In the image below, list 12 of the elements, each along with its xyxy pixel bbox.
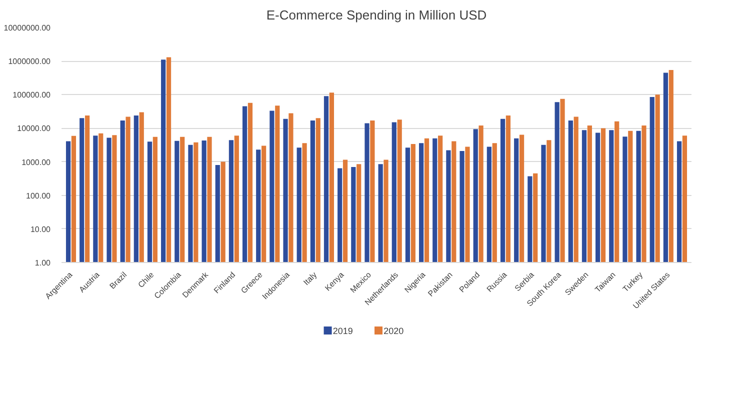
legend-label: 2020 [384, 326, 404, 336]
y-tick-label: 100.00 [26, 191, 52, 200]
y-tick-label: 1.00 [34, 258, 52, 268]
y-tick-label: 1000000.00 [8, 57, 52, 66]
chart-title: E-Commerce Spending in Million USD [266, 8, 487, 22]
x-tick-label: Italy [302, 270, 319, 288]
y-tick-label: 10000000.00 [4, 24, 52, 32]
y-tick-label: 1000.00 [22, 158, 52, 167]
legend-label: 2019 [332, 326, 353, 336]
y-tick-label: 100000.00 [12, 90, 52, 100]
y-tick-label: 10000.00 [17, 124, 52, 134]
y-tick-label: 10.00 [30, 224, 52, 234]
